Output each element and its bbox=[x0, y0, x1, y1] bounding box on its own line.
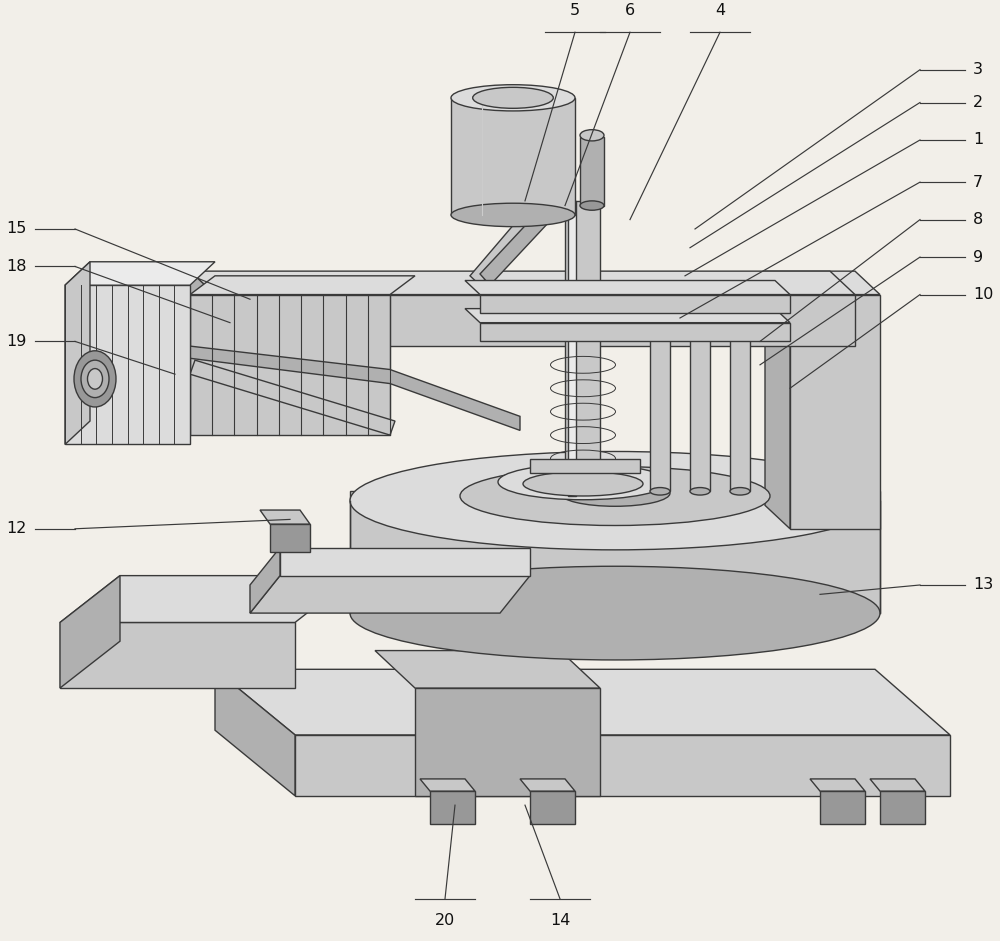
Ellipse shape bbox=[498, 464, 668, 500]
Text: 20: 20 bbox=[435, 913, 455, 928]
Polygon shape bbox=[530, 458, 640, 472]
Polygon shape bbox=[470, 205, 540, 285]
Polygon shape bbox=[250, 548, 280, 614]
Polygon shape bbox=[350, 491, 880, 614]
Ellipse shape bbox=[451, 203, 575, 227]
Polygon shape bbox=[520, 779, 575, 791]
Text: 14: 14 bbox=[550, 913, 570, 928]
Polygon shape bbox=[65, 262, 90, 444]
Text: 1: 1 bbox=[973, 133, 983, 148]
Polygon shape bbox=[190, 276, 415, 295]
Polygon shape bbox=[375, 650, 600, 688]
Ellipse shape bbox=[81, 360, 109, 398]
Ellipse shape bbox=[730, 487, 750, 495]
Text: 12: 12 bbox=[7, 521, 27, 536]
Polygon shape bbox=[568, 200, 576, 496]
Text: 8: 8 bbox=[973, 212, 983, 227]
Polygon shape bbox=[270, 524, 310, 552]
Polygon shape bbox=[880, 791, 925, 824]
Polygon shape bbox=[810, 779, 865, 791]
Polygon shape bbox=[430, 791, 475, 824]
Ellipse shape bbox=[650, 284, 670, 292]
Text: 5: 5 bbox=[570, 3, 580, 18]
Ellipse shape bbox=[690, 284, 710, 292]
Polygon shape bbox=[215, 669, 295, 796]
Polygon shape bbox=[690, 290, 710, 491]
Ellipse shape bbox=[560, 480, 670, 506]
Polygon shape bbox=[65, 285, 190, 444]
Text: 3: 3 bbox=[973, 62, 983, 77]
Polygon shape bbox=[765, 271, 880, 295]
Polygon shape bbox=[250, 576, 530, 614]
Polygon shape bbox=[650, 290, 670, 491]
Ellipse shape bbox=[580, 200, 604, 210]
Polygon shape bbox=[420, 779, 475, 791]
Polygon shape bbox=[60, 576, 355, 622]
Polygon shape bbox=[415, 688, 600, 796]
Polygon shape bbox=[765, 271, 790, 529]
Text: 2: 2 bbox=[973, 95, 983, 110]
Text: 6: 6 bbox=[625, 3, 635, 18]
Polygon shape bbox=[451, 98, 575, 215]
Text: 13: 13 bbox=[973, 578, 993, 593]
Ellipse shape bbox=[350, 452, 880, 550]
Ellipse shape bbox=[690, 487, 710, 495]
Text: 15: 15 bbox=[7, 221, 27, 236]
Polygon shape bbox=[280, 548, 530, 576]
Polygon shape bbox=[295, 735, 950, 796]
Polygon shape bbox=[580, 137, 604, 205]
Text: 9: 9 bbox=[973, 249, 983, 264]
Text: 18: 18 bbox=[7, 259, 27, 274]
Polygon shape bbox=[60, 622, 295, 688]
Polygon shape bbox=[260, 510, 310, 524]
Text: 10: 10 bbox=[973, 287, 993, 302]
Polygon shape bbox=[190, 271, 215, 346]
Polygon shape bbox=[870, 779, 925, 791]
Text: 4: 4 bbox=[715, 3, 725, 18]
Polygon shape bbox=[465, 309, 790, 323]
Polygon shape bbox=[480, 295, 790, 313]
Text: 7: 7 bbox=[973, 175, 983, 190]
Polygon shape bbox=[465, 280, 790, 295]
Ellipse shape bbox=[88, 369, 103, 390]
Ellipse shape bbox=[451, 85, 575, 111]
Polygon shape bbox=[190, 295, 390, 435]
Ellipse shape bbox=[730, 284, 750, 292]
Polygon shape bbox=[480, 323, 790, 342]
Ellipse shape bbox=[460, 467, 770, 525]
Polygon shape bbox=[730, 290, 750, 491]
Polygon shape bbox=[60, 576, 120, 688]
Polygon shape bbox=[215, 295, 855, 346]
Polygon shape bbox=[480, 199, 560, 285]
Polygon shape bbox=[565, 200, 600, 496]
Polygon shape bbox=[215, 669, 950, 735]
Polygon shape bbox=[820, 791, 865, 824]
Polygon shape bbox=[65, 262, 215, 285]
Ellipse shape bbox=[650, 487, 670, 495]
Polygon shape bbox=[190, 360, 395, 435]
Ellipse shape bbox=[580, 130, 604, 141]
Ellipse shape bbox=[350, 566, 880, 660]
Polygon shape bbox=[190, 346, 520, 430]
Polygon shape bbox=[190, 271, 855, 295]
Polygon shape bbox=[530, 791, 575, 824]
Ellipse shape bbox=[74, 351, 116, 407]
Ellipse shape bbox=[473, 88, 553, 108]
Polygon shape bbox=[790, 295, 880, 529]
Text: 19: 19 bbox=[7, 334, 27, 349]
Ellipse shape bbox=[523, 471, 643, 496]
